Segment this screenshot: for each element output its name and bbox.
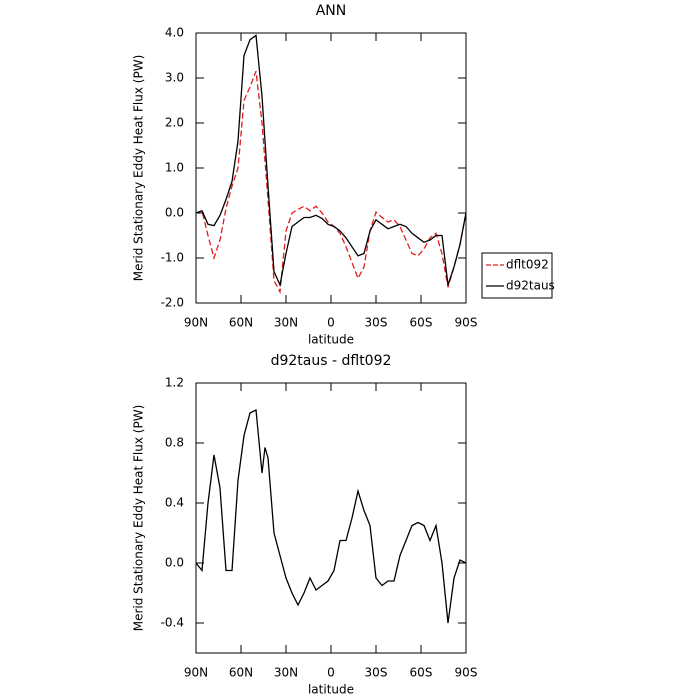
data-line <box>195 408 467 624</box>
legend-label: dflt092 <box>506 258 549 272</box>
legend-label: d92taus <box>506 279 555 293</box>
x-tick-label: 60S <box>410 666 433 680</box>
x-tick-label: 90S <box>455 316 478 330</box>
x-axis-label: latitude <box>308 333 354 347</box>
chart-title: d92taus - dflt092 <box>271 353 392 369</box>
legend: dflt092 d92taus <box>481 252 555 299</box>
y-tick-label: -2.0 <box>161 296 184 310</box>
chart-title: ANN <box>316 3 347 19</box>
x-tick-label: 0 <box>327 666 335 680</box>
x-tick-label: 90N <box>184 666 208 680</box>
plot-frame <box>195 32 467 304</box>
y-tick-label: -1.0 <box>161 251 184 265</box>
data-line <box>195 34 467 288</box>
y-tick-label: 0.0 <box>165 206 184 220</box>
y-tick-label: 3.0 <box>165 71 184 85</box>
legend-box <box>481 252 553 299</box>
y-tick-label: -0.4 <box>161 616 184 630</box>
y-tick-label: 4.0 <box>165 26 184 40</box>
x-tick-label: 90S <box>455 666 478 680</box>
data-line <box>195 70 467 295</box>
y-tick-label: 1.2 <box>165 376 184 390</box>
y-tick-label: 2.0 <box>165 116 184 130</box>
x-tick-label: 60N <box>229 666 253 680</box>
y-axis-label: Merid Stationary Eddy Heat Flux (PW) <box>132 405 146 632</box>
x-tick-label: 30S <box>365 666 388 680</box>
y-tick-label: 0.0 <box>165 556 184 570</box>
x-tick-label: 90N <box>184 316 208 330</box>
y-tick-label: 0.4 <box>165 496 184 510</box>
x-tick-label: 60S <box>410 316 433 330</box>
plot-frame <box>195 382 467 654</box>
x-tick-label: 0 <box>327 316 335 330</box>
y-tick-label: 1.0 <box>165 161 184 175</box>
x-axis-label: latitude <box>308 683 354 697</box>
x-tick-label: 60N <box>229 316 253 330</box>
x-tick-label: 30N <box>274 316 298 330</box>
x-tick-label: 30N <box>274 666 298 680</box>
y-tick-label: 0.8 <box>165 436 184 450</box>
x-tick-label: 30S <box>365 316 388 330</box>
y-axis-label: Merid Stationary Eddy Heat Flux (PW) <box>132 55 146 282</box>
